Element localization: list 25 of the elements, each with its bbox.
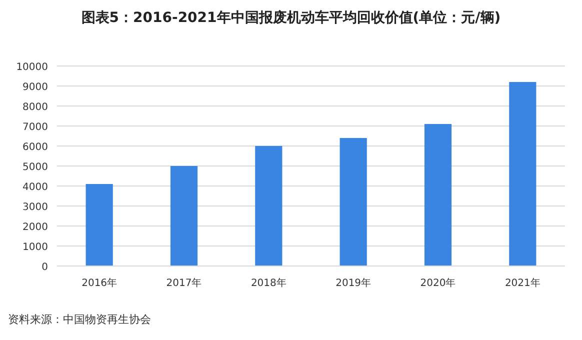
bar	[170, 166, 198, 266]
text: 资料来源：中国物资再生协会	[8, 313, 151, 326]
y-tick-label: 8000	[22, 102, 48, 113]
x-tick-label: 2019年	[336, 277, 372, 289]
y-tick-label: 4000	[22, 182, 48, 193]
y-tick-label: 9000	[22, 82, 48, 93]
x-tick-label: 2021年	[504, 277, 540, 289]
bar	[340, 138, 367, 266]
y-tick-label: 7000	[22, 122, 48, 133]
y-tick-label: 0	[42, 262, 48, 273]
y-tick-label: 3000	[22, 202, 48, 213]
bar	[509, 82, 536, 266]
y-tick-label: 2000	[22, 222, 48, 233]
y-tick-label: 6000	[22, 142, 48, 153]
y-tick-label: 1000	[22, 242, 48, 253]
x-tick-label: 2020年	[420, 277, 456, 289]
y-tick-label: 10000	[16, 62, 48, 73]
x-tick-label: 2016年	[82, 277, 118, 289]
bar	[255, 146, 282, 266]
x-tick-label: 2018年	[250, 277, 286, 289]
y-tick-label: 5000	[22, 162, 48, 173]
bar	[86, 184, 113, 266]
bar	[424, 124, 452, 266]
chart-title: 图表5：2016-2021年中国报废机动车平均回收价值(单位：元/辆)	[81, 9, 501, 26]
x-tick-label: 2017年	[166, 277, 202, 289]
